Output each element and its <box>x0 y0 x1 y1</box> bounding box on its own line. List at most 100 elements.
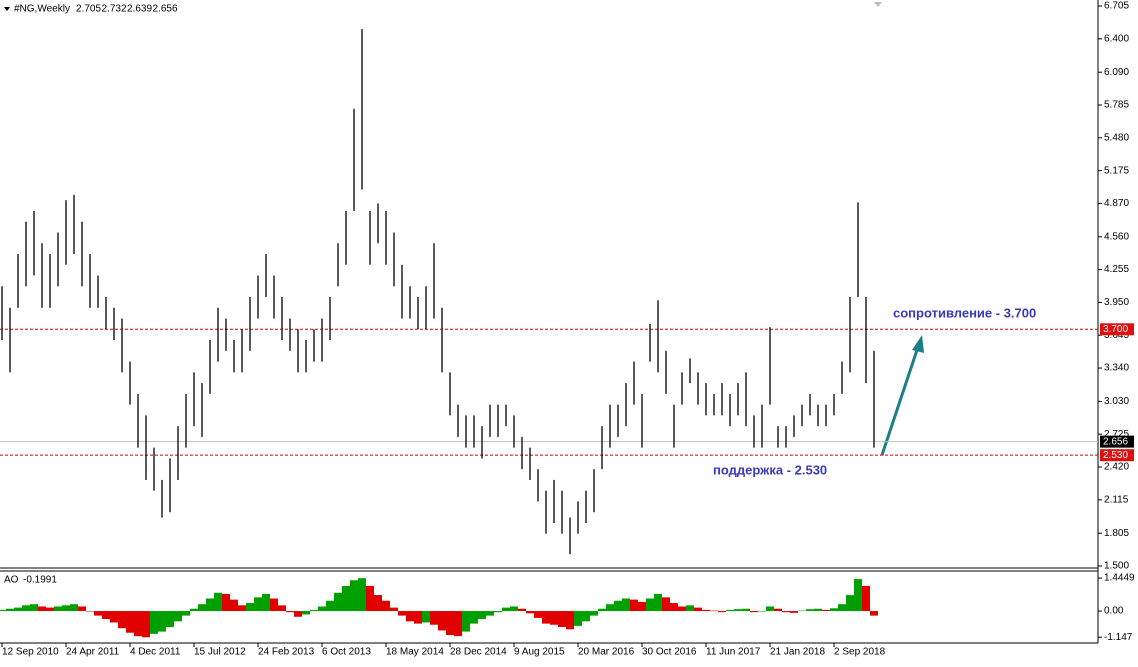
ao-bar <box>174 611 182 622</box>
ao-bar <box>54 606 62 612</box>
ao-bar <box>662 597 670 612</box>
ao-bar <box>470 611 478 624</box>
x-tick-label: 30 Oct 2016 <box>642 647 697 658</box>
ao-bar <box>398 611 406 616</box>
ao-bar <box>46 607 54 612</box>
menu-triangle[interactable] <box>4 7 10 11</box>
level-label: 2.530 <box>1103 450 1128 461</box>
y-tick-label: 6.705 <box>1104 1 1129 12</box>
ohlc-value: 2.639 <box>127 4 152 15</box>
ao-bar <box>254 597 262 612</box>
ao-bar <box>358 578 366 612</box>
ao-bar <box>822 609 830 612</box>
x-tick-label: 6 Oct 2013 <box>322 647 371 658</box>
ao-bar <box>590 611 598 616</box>
ao-bar <box>598 608 606 612</box>
ao-bar <box>814 608 822 612</box>
ao-bar <box>366 585 374 612</box>
ao-bar <box>334 592 342 612</box>
ao-bar <box>270 598 278 612</box>
y-tick-label: 2.420 <box>1104 462 1129 473</box>
ao-bar <box>198 604 206 612</box>
ao-bar <box>734 609 742 612</box>
ao-bar <box>798 610 806 612</box>
ao-bar <box>382 600 390 612</box>
ao-bar <box>646 598 654 612</box>
ao-bar <box>134 611 142 637</box>
ao-bar <box>854 579 862 612</box>
ao-bar <box>574 611 582 626</box>
y-tick-label: 6.090 <box>1104 67 1129 78</box>
ao-bar <box>846 595 854 612</box>
ao-bar <box>486 611 494 616</box>
ao-bar <box>558 611 566 628</box>
ohlc-value: 2.656 <box>153 4 178 15</box>
ao-tick-label: 0.00 <box>1104 606 1124 617</box>
ao-bar <box>830 608 838 612</box>
ao-bar <box>694 607 702 612</box>
y-tick-label: 4.870 <box>1104 198 1129 209</box>
ao-bar <box>62 605 70 612</box>
ao-bar <box>702 609 710 612</box>
y-tick-label: 1.805 <box>1104 528 1129 539</box>
ao-bar <box>214 592 222 612</box>
ao-bar <box>38 606 46 612</box>
x-tick-label: 12 Sep 2010 <box>2 647 59 658</box>
y-tick-label: 5.175 <box>1104 165 1129 176</box>
y-tick-label: 5.480 <box>1104 132 1129 143</box>
x-tick-label: 15 Jul 2012 <box>194 647 246 658</box>
ao-bar <box>302 611 310 615</box>
y-tick-label: 2.725 <box>1104 429 1129 440</box>
ao-bar <box>142 611 150 638</box>
ao-bar <box>758 611 766 612</box>
ao-bar <box>342 585 350 612</box>
ao-bar <box>278 605 286 612</box>
indicator-name: AO <box>4 575 19 586</box>
ao-tick-label: -1.147 <box>1104 632 1133 643</box>
ao-bar <box>630 599 638 612</box>
ao-bar <box>526 611 534 614</box>
ao-bar <box>782 611 790 613</box>
indicator-value: -0.1991 <box>23 575 57 586</box>
ao-bar <box>406 611 414 622</box>
ao-bar <box>102 611 110 620</box>
ao-bar <box>294 611 302 617</box>
x-tick-label: 18 May 2014 <box>386 647 444 658</box>
annotation: сопротивление - 3.700 <box>893 305 1036 320</box>
ao-bar <box>838 604 846 612</box>
ao-bar <box>0 609 6 612</box>
level-label: 2.656 <box>1103 436 1128 447</box>
ao-bar <box>686 605 694 612</box>
ao-bar <box>638 601 646 612</box>
ao-bar <box>478 611 486 620</box>
ao-bar <box>318 606 326 612</box>
x-tick-label: 4 Dec 2011 <box>130 647 181 658</box>
ao-bar <box>742 608 750 612</box>
ao-bar <box>566 611 574 630</box>
y-tick-label: 4.560 <box>1104 231 1129 242</box>
x-tick-label: 11 Jun 2017 <box>706 647 761 658</box>
ao-bar <box>438 611 446 631</box>
ao-bar <box>238 605 246 612</box>
ao-bar <box>374 595 382 612</box>
x-tick-label: 9 Aug 2015 <box>514 647 565 658</box>
arrow <box>880 335 924 456</box>
ao-bar <box>86 611 94 612</box>
ao-bar <box>446 611 454 636</box>
y-tick-label: 3.645 <box>1104 330 1129 341</box>
ao-bar <box>326 600 334 612</box>
ao-tick-label: 1.4449 <box>1104 573 1135 584</box>
ao-bar <box>22 605 30 612</box>
level-box <box>1100 323 1134 336</box>
ao-bar <box>390 607 398 612</box>
y-tick-label: 1.500 <box>1104 561 1129 572</box>
ao-bar <box>582 611 590 622</box>
annotation: поддержка - 2.530 <box>713 462 827 477</box>
x-tick-label: 2 Sep 2018 <box>834 647 886 658</box>
ao-bar <box>670 603 678 612</box>
ao-bar <box>718 611 726 613</box>
ao-bar <box>510 606 518 612</box>
ao-bar <box>30 604 38 612</box>
